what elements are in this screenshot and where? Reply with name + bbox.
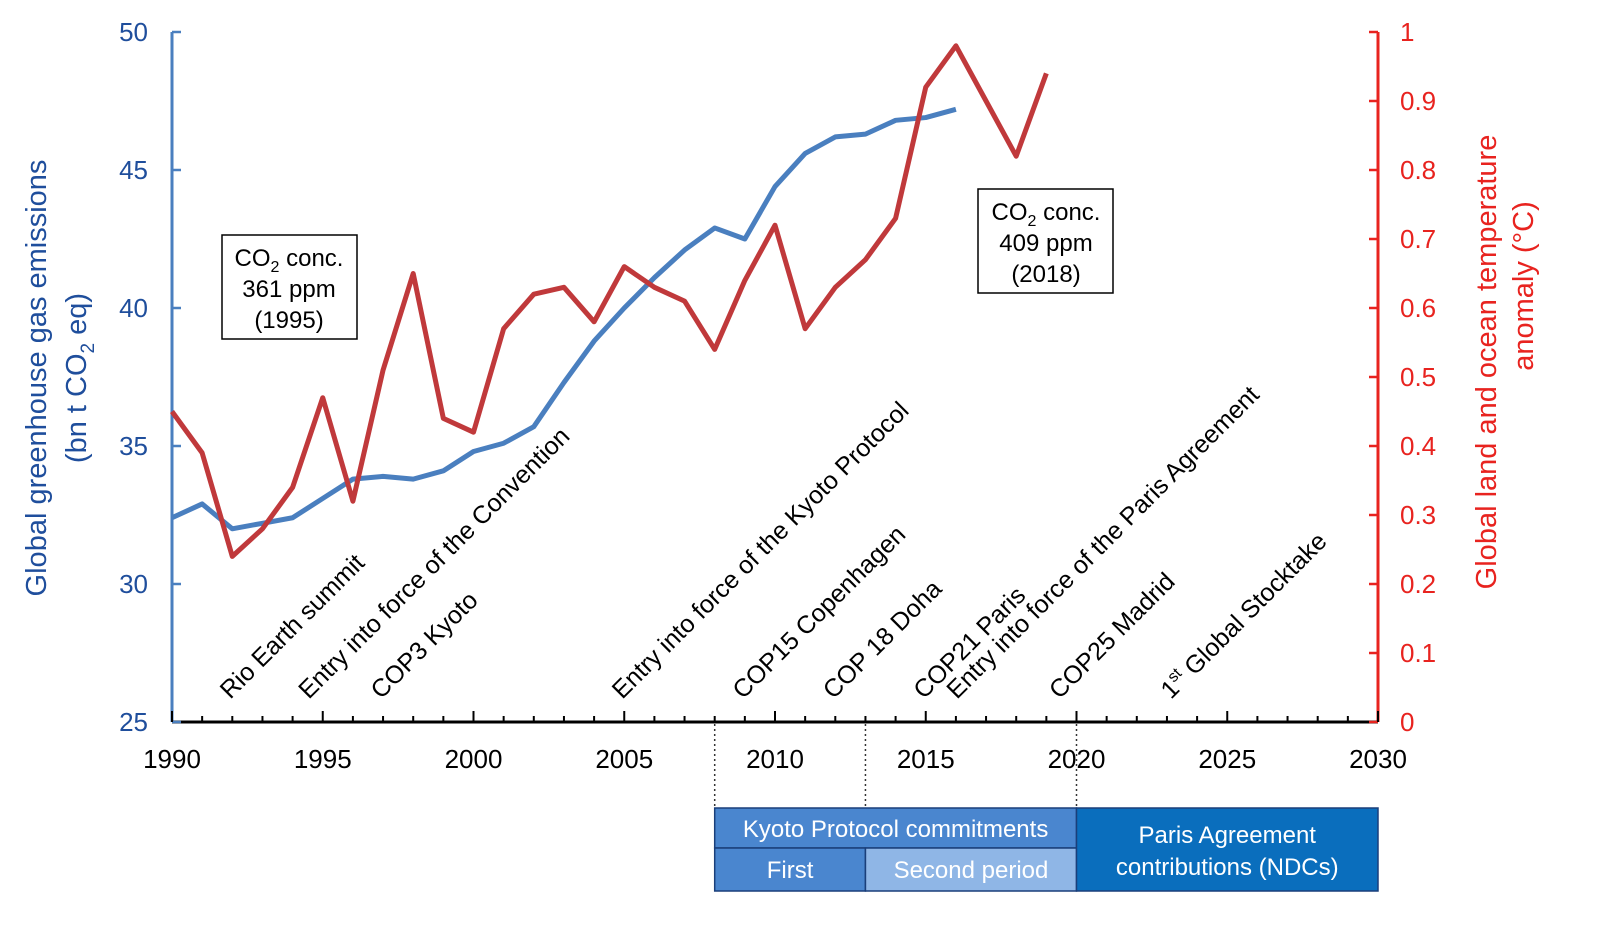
x-tick-label: 2030 [1349,744,1407,774]
co2-annotation-1995: CO2 conc. 361 ppm (1995) [221,234,358,340]
left-y-axis-title: Global greenhouse gas emissions [21,160,53,597]
second-period-label: Second period [894,857,1049,884]
first-period-label: First [767,857,814,884]
first-period-box [713,847,867,892]
right-y-tick-label: 0.9 [1400,86,1436,116]
paris-ndcs-label: contributions (NDCs) [1116,854,1339,881]
left-y-tick-label: 35 [119,431,148,461]
paris-ndcs-box [1075,807,1379,892]
emissions-line [170,106,957,532]
right-y-tick-label: 0.6 [1400,293,1436,323]
x-tick-label: 2015 [897,744,955,774]
right-y-tick-label: 0.7 [1400,224,1436,254]
svg-text:409 ppm: 409 ppm [999,230,1092,257]
kyoto-commitments-label: Kyoto Protocol commitments [743,816,1048,843]
x-tick-label: 2010 [746,744,804,774]
svg-text:361 ppm: 361 ppm [242,276,335,303]
right-y-tick-label: 0.8 [1400,155,1436,185]
svg-text:CO2 conc.: CO2 conc. [992,199,1101,230]
svg-text:(1995): (1995) [254,307,323,334]
left-y-ticks: 25 30 35 40 45 50 [119,17,181,737]
right-y-tick-label: 1 [1400,17,1414,47]
left-y-tick-label: 50 [119,17,148,47]
left-y-tick-label: 45 [119,155,148,185]
left-y-tick-label: 25 [119,707,148,737]
x-tick-label: 2025 [1198,744,1256,774]
x-ticks: 1990 1995 2000 2005 2010 2015 2020 2025 2030 [143,711,1407,774]
co2-annotation-2018: CO2 conc. 409 ppm (2018) [977,188,1114,294]
right-y-axis-title-units: anomaly (°C) [1508,201,1540,371]
temperature-line [169,43,1049,559]
second-period-box [864,847,1078,892]
right-y-tick-label: 0.4 [1400,431,1436,461]
x-tick-label: 2000 [445,744,503,774]
left-y-tick-label: 30 [119,569,148,599]
x-tick-label: 1990 [143,744,201,774]
right-y-tick-label: 0.1 [1400,638,1436,668]
right-y-tick-label: 0 [1400,707,1414,737]
left-y-tick-label: 40 [119,293,148,323]
right-y-ticks: 0 0.1 0.2 0.3 0.4 0.5 0.6 0.7 0.8 0.9 1 [1369,17,1436,737]
event-label: 1st Global Stocktake [1155,527,1333,705]
x-tick-label: 1995 [294,744,352,774]
right-y-tick-label: 0.2 [1400,569,1436,599]
commitment-periods: Kyoto Protocol commitments First Second … [713,724,1379,892]
right-y-axis-title: Global land and ocean temperature [1471,135,1503,590]
svg-text:(2018): (2018) [1011,261,1080,288]
paris-agreement-label: Paris Agreement [1139,822,1317,849]
svg-text:CO2 conc.: CO2 conc. [235,245,344,276]
right-y-tick-label: 0.5 [1400,362,1436,392]
x-tick-label: 2005 [595,744,653,774]
event-label: Rio Earth summit [215,549,370,704]
left-y-axis-title-units: (bn t CO2 eq) [61,293,99,463]
right-y-tick-label: 0.3 [1400,500,1436,530]
